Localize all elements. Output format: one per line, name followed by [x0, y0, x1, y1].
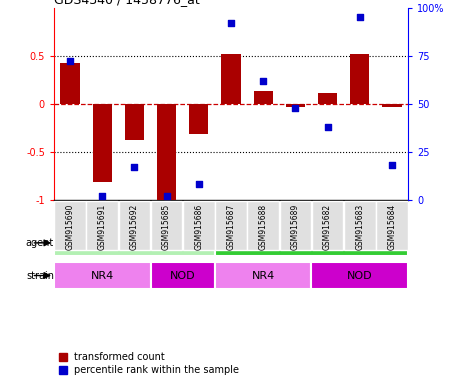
FancyBboxPatch shape: [151, 262, 215, 289]
Bar: [125, 104, 144, 140]
Legend: transformed count, percentile rank within the sample: transformed count, percentile rank withi…: [59, 353, 239, 375]
Text: anti-IgM: anti-IgM: [112, 238, 157, 248]
Bar: [92, 104, 112, 182]
Text: GSM915682: GSM915682: [323, 204, 332, 250]
Text: NOD: NOD: [347, 270, 372, 281]
Point: [324, 124, 331, 130]
Text: NR4: NR4: [251, 270, 275, 281]
Point: [66, 58, 74, 65]
Text: GSM915688: GSM915688: [259, 204, 268, 250]
FancyBboxPatch shape: [215, 262, 311, 289]
Bar: [189, 104, 208, 134]
FancyBboxPatch shape: [311, 262, 408, 289]
Text: NR4: NR4: [91, 270, 114, 281]
Text: strain: strain: [26, 270, 54, 281]
FancyBboxPatch shape: [248, 201, 279, 250]
Point: [195, 181, 203, 187]
Text: GSM915683: GSM915683: [355, 204, 364, 250]
Bar: [318, 93, 337, 104]
FancyBboxPatch shape: [376, 201, 408, 250]
Text: agent: agent: [26, 238, 54, 248]
Text: NOD: NOD: [170, 270, 196, 281]
FancyBboxPatch shape: [183, 201, 214, 250]
Point: [259, 78, 267, 84]
Bar: [350, 54, 370, 104]
Point: [98, 193, 106, 199]
FancyBboxPatch shape: [215, 201, 247, 250]
Point: [163, 193, 170, 199]
FancyBboxPatch shape: [54, 230, 215, 256]
Text: GSM915687: GSM915687: [227, 204, 235, 250]
Text: GSM915689: GSM915689: [291, 204, 300, 250]
Point: [227, 20, 234, 26]
Point: [356, 14, 363, 20]
Text: GDS4340 / 1458776_at: GDS4340 / 1458776_at: [54, 0, 200, 7]
Text: GSM915691: GSM915691: [98, 204, 107, 250]
FancyBboxPatch shape: [280, 201, 311, 250]
Text: GSM915684: GSM915684: [387, 204, 396, 250]
FancyBboxPatch shape: [54, 262, 151, 289]
Bar: [61, 63, 80, 104]
FancyBboxPatch shape: [312, 201, 343, 250]
Text: GSM915692: GSM915692: [130, 204, 139, 250]
Text: control: control: [292, 238, 331, 248]
Bar: [157, 104, 176, 200]
Text: GSM915686: GSM915686: [194, 204, 203, 250]
FancyBboxPatch shape: [119, 201, 150, 250]
Bar: [286, 104, 305, 107]
Text: GSM915690: GSM915690: [66, 204, 75, 250]
FancyBboxPatch shape: [151, 201, 182, 250]
Point: [131, 164, 138, 170]
Bar: [382, 104, 401, 107]
FancyBboxPatch shape: [86, 201, 118, 250]
Text: GSM915685: GSM915685: [162, 204, 171, 250]
Bar: [221, 54, 241, 104]
Point: [292, 104, 299, 111]
Point: [388, 162, 396, 168]
FancyBboxPatch shape: [344, 201, 376, 250]
Bar: [254, 91, 273, 104]
FancyBboxPatch shape: [54, 201, 86, 250]
FancyBboxPatch shape: [215, 230, 408, 256]
